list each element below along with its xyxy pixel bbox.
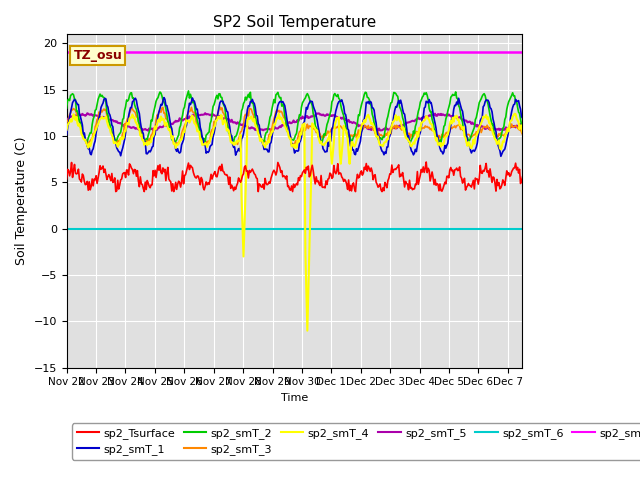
- X-axis label: Time: Time: [281, 393, 308, 403]
- Text: TZ_osu: TZ_osu: [74, 49, 122, 62]
- Y-axis label: Soil Temperature (C): Soil Temperature (C): [15, 137, 28, 265]
- Title: SP2 Soil Temperature: SP2 Soil Temperature: [213, 15, 376, 30]
- Legend: sp2_Tsurface, sp2_smT_1, sp2_smT_2, sp2_smT_3, sp2_smT_4, sp2_smT_5, sp2_smT_6, : sp2_Tsurface, sp2_smT_1, sp2_smT_2, sp2_…: [72, 423, 640, 460]
